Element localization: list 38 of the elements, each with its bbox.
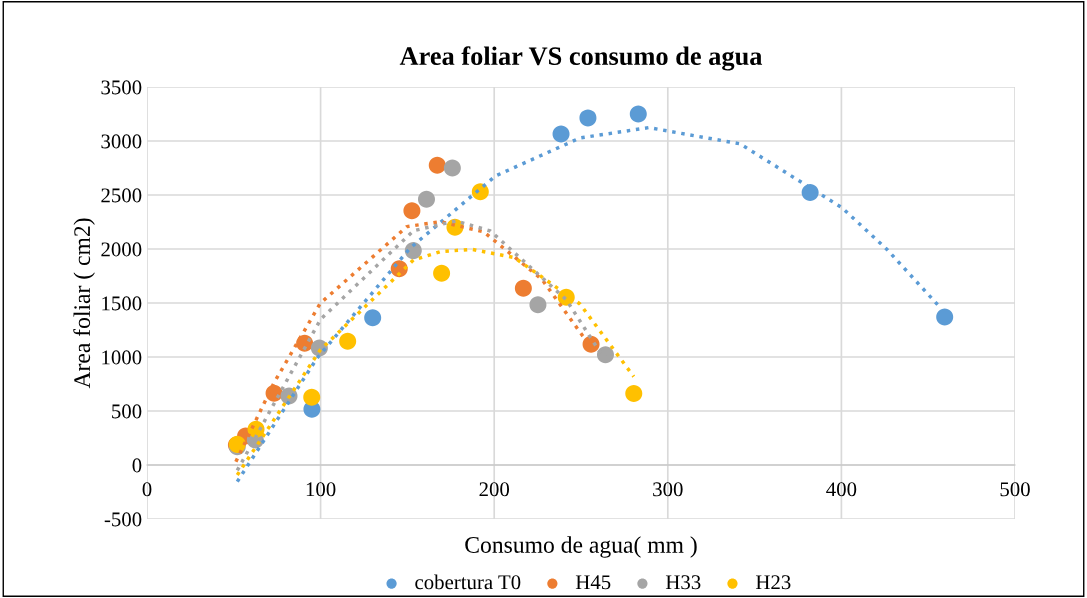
y-tick-label: 1000 bbox=[102, 350, 142, 365]
y-tick-label: 3500 bbox=[101, 80, 142, 95]
x-tick-label: 400 bbox=[826, 482, 857, 497]
legend-label: H23 bbox=[755, 575, 791, 590]
point bbox=[529, 296, 547, 314]
point bbox=[936, 308, 954, 326]
chart-title: Area foliar VS consumo de agua bbox=[399, 46, 763, 71]
legend-label: H33 bbox=[665, 575, 701, 590]
x-tick-label: 200 bbox=[479, 482, 510, 497]
point bbox=[625, 384, 643, 402]
x-tick-label: 0 bbox=[142, 482, 152, 497]
legend-label: cobertura T0 bbox=[415, 574, 521, 590]
point bbox=[403, 202, 421, 220]
point bbox=[552, 125, 570, 143]
point bbox=[596, 346, 614, 364]
y-tick-label: 1500 bbox=[102, 296, 142, 311]
point bbox=[514, 279, 532, 297]
y-axis-title: Area foliar ( cm2) bbox=[73, 218, 95, 389]
y-tick-label: 2000 bbox=[101, 242, 142, 257]
y-tick-label: 2500 bbox=[101, 188, 142, 203]
y-tick-label: -500 bbox=[104, 512, 142, 527]
point bbox=[428, 156, 446, 174]
point bbox=[364, 309, 382, 327]
point bbox=[629, 105, 647, 123]
point bbox=[579, 109, 597, 127]
y-tick-label: 3000 bbox=[101, 134, 142, 149]
y-tick-label: 0 bbox=[132, 458, 142, 473]
x-tick-label: 500 bbox=[1000, 482, 1030, 497]
x-axis-title: Consumo de agua( mm ) bbox=[465, 536, 697, 558]
x-tick-label: 100 bbox=[306, 482, 336, 497]
point bbox=[303, 388, 321, 406]
legend-label: H45 bbox=[575, 575, 611, 590]
point bbox=[417, 190, 435, 208]
y-tick-label: 500 bbox=[112, 404, 142, 419]
point bbox=[433, 264, 451, 282]
point bbox=[339, 332, 357, 350]
point bbox=[443, 159, 461, 177]
x-tick-label: 300 bbox=[653, 482, 683, 497]
